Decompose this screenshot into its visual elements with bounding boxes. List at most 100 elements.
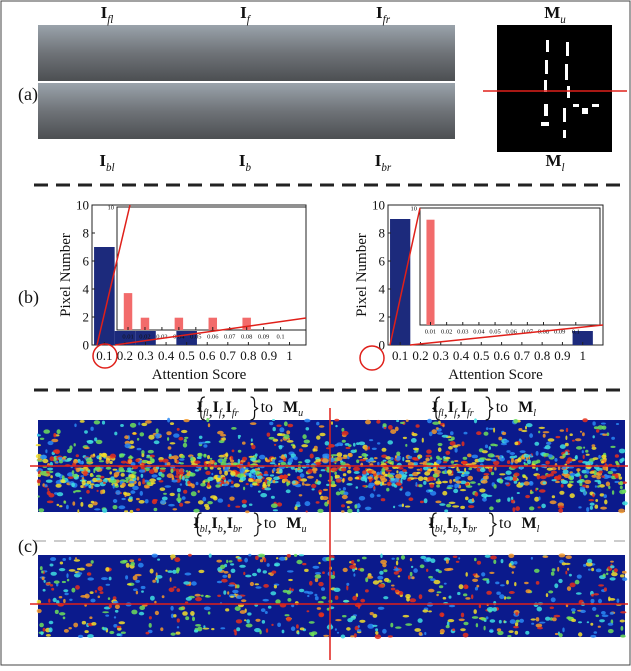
heat-blob [421, 437, 424, 443]
heat-blob [48, 598, 51, 603]
heat-blob [480, 479, 488, 484]
heat-blob [460, 612, 465, 618]
heat-blob [435, 427, 439, 430]
heat-blob [465, 485, 473, 488]
heat-blob [615, 460, 619, 464]
heat-blob [344, 443, 350, 446]
heat-blob [596, 429, 600, 433]
heat-blob [125, 562, 130, 568]
y-tick-label: 10 [372, 198, 385, 213]
heat-blob [419, 467, 423, 472]
heat-blob [85, 563, 93, 567]
heat-blob [71, 482, 75, 488]
heat-blob [525, 423, 533, 428]
heat-blob [442, 490, 448, 496]
heat-blob [66, 573, 69, 578]
heat-blob [131, 609, 138, 615]
heat-blob [195, 624, 202, 627]
heat-blob [187, 480, 191, 485]
heat-blob [260, 608, 266, 612]
heat-blob [209, 466, 214, 470]
heat-blob [393, 571, 399, 575]
heat-blob [435, 568, 440, 572]
heat-blob [66, 504, 69, 510]
heat-blob [618, 508, 625, 514]
heat-blob [334, 628, 337, 631]
heat-blob [590, 598, 595, 604]
heat-blob [216, 559, 222, 563]
heat-blob [200, 482, 206, 487]
heat-blob [552, 617, 557, 622]
heat-blob [137, 562, 144, 568]
heat-blob [615, 473, 619, 479]
heat-blob [194, 593, 201, 597]
heat-blob [459, 480, 467, 485]
heat-blob [531, 622, 535, 625]
heat-blob [555, 480, 560, 484]
heat-blob [341, 494, 348, 500]
heat-blob [241, 504, 247, 508]
heat-blob [270, 503, 278, 509]
heat-blob [270, 591, 277, 596]
heat-blob [343, 491, 349, 496]
heat-blob [38, 508, 45, 513]
heat-blob [611, 473, 617, 476]
heat-blob [395, 473, 402, 479]
heat-blob [523, 481, 530, 486]
heat-blob [141, 453, 145, 458]
heat-blob [115, 470, 120, 473]
heat-blob [372, 624, 378, 627]
symbol: I [99, 151, 106, 170]
heat-blob [220, 433, 227, 437]
heat-blob [220, 564, 226, 569]
heat-blob [380, 470, 383, 476]
heat-blob [341, 456, 348, 459]
bar [242, 317, 251, 330]
heat-blob [250, 457, 257, 462]
heat-blob [160, 627, 164, 632]
heat-blob [97, 595, 101, 599]
heat-blob [81, 620, 87, 625]
heat-blob [568, 573, 572, 577]
heat-blob [249, 581, 254, 587]
heat-blob [347, 470, 352, 474]
heat-blob [485, 458, 492, 461]
heat-blob [377, 575, 384, 580]
x-tick-label: 0.09 [554, 329, 565, 336]
heat-blob [74, 489, 82, 493]
heat-blob [610, 565, 615, 569]
heat-blob [418, 632, 423, 636]
subscript: br [233, 524, 242, 535]
heat-blob [135, 590, 139, 595]
heat-blob [42, 458, 49, 464]
heat-blob [382, 628, 387, 634]
heat-blob [334, 595, 339, 600]
heat-blob [130, 490, 136, 494]
heat-blob [184, 601, 189, 604]
heat-blob [80, 502, 84, 507]
heat-blob [299, 473, 305, 478]
heat-blob [437, 478, 440, 482]
heat-blob [45, 449, 48, 454]
heat-blob [58, 596, 63, 599]
heat-blob [372, 580, 379, 585]
heat-blob [35, 444, 41, 447]
heat-blob [86, 489, 90, 494]
heat-blob [227, 591, 230, 595]
heat-blob [69, 445, 73, 451]
heat-blob [377, 461, 380, 466]
heat-blob [150, 458, 155, 464]
heat-blob [223, 457, 227, 462]
heat-blob [190, 611, 195, 616]
heat-blob [435, 500, 442, 504]
heat-blob [542, 555, 549, 558]
heat-blob [359, 568, 365, 572]
heat-blob [501, 431, 507, 436]
heat-blob [89, 483, 95, 486]
heat-blob [509, 452, 516, 455]
heat-blob [335, 491, 341, 496]
heat-blob [300, 478, 308, 482]
heat-blob [597, 480, 602, 485]
y-axis-label: Pixel Number [58, 233, 74, 317]
symbol: I [448, 399, 454, 416]
